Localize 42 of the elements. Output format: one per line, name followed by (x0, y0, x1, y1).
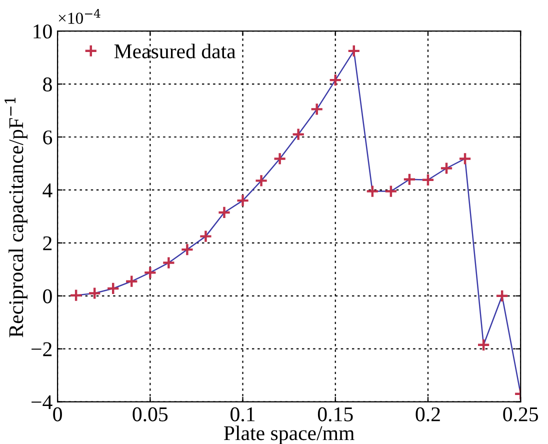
point (218, 206, 231, 220)
point (458, 152, 472, 166)
x-tick-label: 0.15 (318, 407, 353, 422)
point (310, 102, 324, 116)
point (69, 288, 83, 302)
legend-label: Measured data (114, 44, 236, 58)
x-tick-label: 0.1 (230, 407, 255, 422)
y-tick-label: 0 (43, 289, 52, 304)
point (384, 184, 398, 198)
y-tick-label: 6 (43, 130, 52, 144)
x-tick-label: 0.2 (416, 407, 440, 422)
point (199, 230, 212, 243)
y-tick-label: 8 (43, 77, 52, 92)
y-tick-label: −2 (32, 342, 52, 356)
point (347, 44, 361, 58)
y-tick-label: 2 (43, 236, 52, 250)
point (292, 128, 305, 142)
point (124, 274, 138, 288)
y-tick-label: 10 (34, 24, 52, 39)
point (421, 173, 435, 187)
point (402, 172, 416, 186)
y-axis-title: Reciprocal capacitance/pF$^{−1}$ (4, 98, 28, 338)
y-tick-label: 4 (42, 183, 52, 198)
point (236, 194, 250, 208)
x-tick-label: 0.05 (132, 407, 168, 422)
x-tick-label: 0.25 (503, 407, 538, 422)
point (476, 338, 490, 352)
point (328, 73, 342, 87)
point (162, 256, 176, 270)
point (273, 152, 286, 166)
point (180, 242, 194, 256)
x-axis-title: Plate space/mm (224, 426, 354, 444)
point (143, 266, 157, 280)
point (106, 282, 120, 296)
text: ×10$^{−4}$ (58, 8, 100, 24)
point (440, 162, 454, 175)
point (254, 174, 268, 188)
y-tick-label: −4 (32, 395, 52, 410)
point (88, 286, 102, 300)
point (366, 184, 380, 198)
point (495, 289, 509, 303)
x-tick-label: 0 (53, 407, 62, 422)
